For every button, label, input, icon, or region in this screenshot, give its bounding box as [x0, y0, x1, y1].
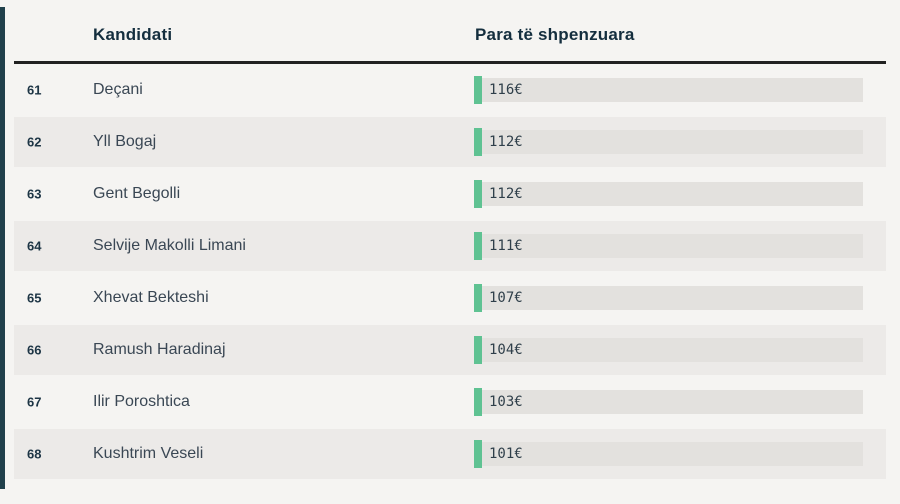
- spending-bar-cell: 111€: [474, 221, 863, 271]
- bar-track: [474, 390, 863, 414]
- rank-number: 64: [27, 238, 42, 254]
- bar-value: [474, 440, 482, 468]
- spending-bar-cell: 103€: [474, 377, 863, 427]
- candidate-name: Ilir Poroshtica: [93, 393, 190, 410]
- table-row: 67 Ilir Poroshtica 103€: [14, 377, 886, 427]
- table-row: 61 Deçani 116€: [14, 65, 886, 115]
- rank-number: 68: [27, 446, 42, 462]
- rank-number: 62: [27, 134, 42, 150]
- bar-value: [474, 232, 482, 260]
- table-row: 63 Gent Begolli 112€: [14, 169, 886, 219]
- left-accent-strip: [0, 7, 5, 489]
- bar-value: [474, 336, 482, 364]
- spending-amount: 101€: [489, 446, 523, 462]
- bar-track: [474, 338, 863, 362]
- table-row: 65 Xhevat Bekteshi 107€: [14, 273, 886, 323]
- bar-track: [474, 78, 863, 102]
- spending-bar-cell: 107€: [474, 273, 863, 323]
- candidate-name: Ramush Haradinaj: [93, 341, 226, 358]
- bar-value: [474, 388, 482, 416]
- rank-number: 61: [27, 82, 42, 98]
- bar-track: [474, 286, 863, 310]
- candidate-name: Xhevat Bekteshi: [93, 289, 209, 306]
- bar-value: [474, 128, 482, 156]
- bar-track: [474, 130, 863, 154]
- spending-amount: 111€: [489, 238, 523, 254]
- spending-table: Kandidati Para të shpenzuara 61 Deçani 1…: [14, 0, 886, 481]
- spending-amount: 116€: [489, 82, 523, 98]
- spending-amount: 103€: [489, 394, 523, 410]
- rank-number: 65: [27, 290, 42, 306]
- candidate-name: Selvije Makolli Limani: [93, 237, 246, 254]
- table-row: 66 Ramush Haradinaj 104€: [14, 325, 886, 375]
- column-header-kandidati: Kandidati: [93, 25, 173, 44]
- table-row: 62 Yll Bogaj 112€: [14, 117, 886, 167]
- candidate-name: Gent Begolli: [93, 185, 181, 202]
- table-row: 64 Selvije Makolli Limani 111€: [14, 221, 886, 271]
- rank-number: 66: [27, 342, 42, 358]
- bar-track: [474, 182, 863, 206]
- spending-amount: 112€: [489, 134, 523, 150]
- rank-number: 67: [27, 394, 42, 410]
- rank-number: 63: [27, 186, 42, 202]
- bar-value: [474, 180, 482, 208]
- bar-value: [474, 76, 482, 104]
- column-header-para-te-shpenzuara: Para të shpenzuara: [475, 25, 635, 44]
- table-body: 61 Deçani 116€ 62 Yll Bogaj 112€ 63 Gent…: [14, 64, 886, 479]
- spending-amount: 107€: [489, 290, 523, 306]
- spending-bar-cell: 104€: [474, 325, 863, 375]
- spending-amount: 104€: [489, 342, 523, 358]
- table-header: Kandidati Para të shpenzuara: [14, 0, 886, 64]
- spending-bar-cell: 101€: [474, 429, 863, 479]
- table-row: 68 Kushtrim Veseli 101€: [14, 429, 886, 479]
- spending-amount: 112€: [489, 186, 523, 202]
- spending-bar-cell: 112€: [474, 169, 863, 219]
- candidate-name: Deçani: [93, 81, 143, 98]
- bar-track: [474, 234, 863, 258]
- candidate-name: Kushtrim Veseli: [93, 445, 204, 462]
- candidate-name: Yll Bogaj: [93, 133, 157, 150]
- spending-bar-cell: 116€: [474, 65, 863, 115]
- bar-track: [474, 442, 863, 466]
- spending-bar-cell: 112€: [474, 117, 863, 167]
- bar-value: [474, 284, 482, 312]
